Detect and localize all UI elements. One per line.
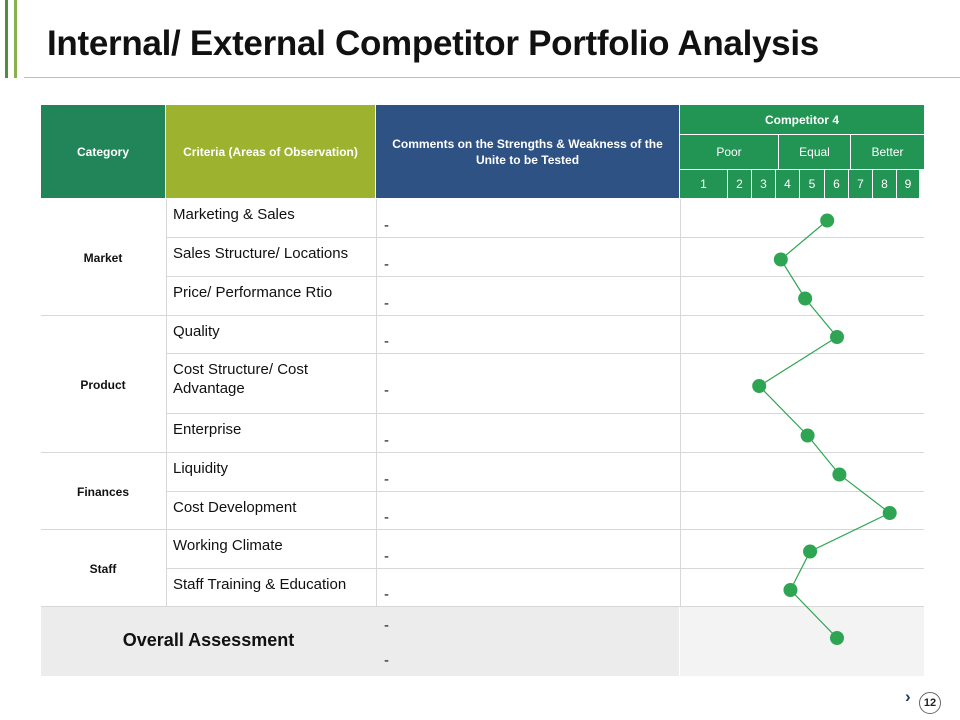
criteria-label: Price/ Performance Rtio — [173, 284, 333, 301]
criteria-label: Cost Structure/ Cost Advantage — [173, 361, 309, 397]
category-divider — [41, 606, 166, 607]
category-divider — [41, 529, 166, 530]
next-slide-chevron-icon[interactable]: › — [905, 687, 911, 706]
scale-number-5: 5 — [800, 170, 824, 198]
scale-number-8: 8 — [873, 170, 896, 198]
rating-point — [783, 583, 798, 597]
category-divider — [41, 452, 166, 453]
header-criteria: Criteria (Areas of Observation) — [166, 105, 375, 198]
header-category: Category — [41, 105, 165, 198]
rating-point — [752, 379, 767, 393]
overall-assessment-label: Overall Assessment — [122, 630, 295, 650]
criteria-label: Marketing & Sales — [173, 206, 295, 223]
comment-cell: - — [384, 432, 389, 449]
rating-point — [798, 291, 813, 306]
criteria-label: Cost Development — [173, 499, 297, 516]
criteria-label: Quality — [173, 323, 220, 340]
comment-cell: - — [384, 586, 389, 603]
overall-chart-background — [680, 607, 924, 676]
row-divider — [166, 237, 924, 238]
scale-number-6: 6 — [825, 170, 848, 198]
row-divider — [166, 353, 924, 354]
scale-group-equal: Equal — [779, 135, 850, 169]
row-divider — [166, 276, 924, 277]
comment-cell: - — [384, 509, 389, 526]
rating-point — [800, 428, 815, 443]
scale-group-poor: Poor — [680, 135, 778, 169]
category-label-product: Product — [80, 377, 126, 392]
scale-number-3: 3 — [752, 170, 775, 198]
accent-bar-light — [14, 0, 17, 78]
rating-point — [820, 213, 835, 228]
category-label-staff: Staff — [89, 561, 117, 576]
comment-cell: - — [384, 548, 389, 565]
comment-cell: - — [384, 333, 389, 350]
row-divider — [166, 452, 924, 453]
scale-number-7: 7 — [849, 170, 872, 198]
row-divider — [166, 315, 924, 316]
overall-comment-2: - — [384, 652, 389, 669]
scale-number-9: 9 — [897, 170, 919, 198]
row-divider — [166, 529, 924, 530]
page-number-badge: 12 — [919, 692, 941, 714]
scale-number-2: 2 — [728, 170, 751, 198]
column-divider — [376, 199, 377, 607]
comment-cell: - — [384, 295, 389, 312]
scale-number-1: 1 — [680, 170, 727, 198]
rating-series-line — [758, 220, 891, 639]
comment-cell: - — [384, 382, 389, 399]
header-competitor: Competitor 4 — [680, 105, 924, 134]
rating-point — [830, 631, 844, 645]
criteria-label: Staff Training & Education — [173, 576, 347, 593]
header-comments-label: Comments on the Strengths & Weakness of … — [392, 136, 663, 167]
rating-point — [832, 467, 847, 482]
column-divider — [680, 199, 681, 676]
title-divider — [24, 77, 960, 78]
scale-group-better: Better — [851, 135, 924, 169]
comment-cell: - — [384, 217, 389, 234]
page-title: Internal/ External Competitor Portfolio … — [47, 24, 819, 63]
overall-comment-1: - — [384, 617, 389, 634]
criteria-label: Liquidity — [173, 460, 229, 477]
row-divider — [166, 413, 924, 414]
category-label-finances: Finances — [76, 484, 130, 499]
header-category-label: Category — [76, 144, 129, 159]
row-divider — [166, 606, 924, 607]
header-criteria-label: Criteria (Areas of Observation) — [183, 144, 358, 159]
rating-point — [803, 544, 818, 559]
criteria-label: Sales Structure/ Locations — [173, 245, 349, 262]
header-comments: Comments on the Strengths & Weakness of … — [376, 105, 679, 198]
row-divider — [166, 568, 924, 569]
scale-number-4: 4 — [776, 170, 799, 198]
criteria-label: Working Climate — [173, 537, 283, 554]
category-divider — [41, 315, 166, 316]
overall-row-background — [41, 607, 679, 676]
criteria-label: Enterprise — [173, 421, 242, 438]
rating-point — [830, 330, 844, 344]
rating-point — [882, 506, 897, 520]
row-divider — [166, 491, 924, 492]
accent-bar-dark — [5, 0, 8, 78]
comment-cell: - — [384, 256, 389, 273]
rating-point — [773, 252, 788, 267]
header-competitor-label: Competitor 4 — [764, 112, 839, 127]
category-label-market: Market — [83, 250, 123, 265]
column-divider — [166, 199, 167, 607]
comment-cell: - — [384, 471, 389, 488]
